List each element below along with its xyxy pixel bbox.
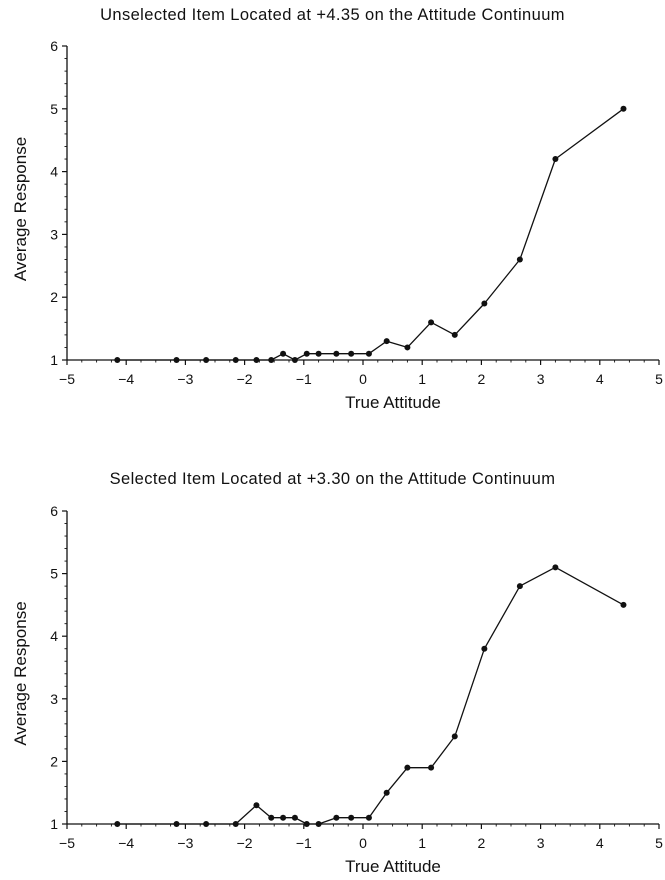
data-point [232, 821, 239, 827]
data-point [451, 733, 458, 740]
data-point [451, 331, 458, 338]
data-point [481, 300, 488, 307]
data-point [268, 357, 275, 363]
x-tick-label: 4 [596, 835, 604, 851]
data-point [315, 350, 322, 357]
x-tick-label: −3 [177, 835, 193, 851]
data-point [348, 350, 355, 357]
data-point [253, 357, 260, 363]
data-point [253, 802, 260, 809]
y-axis-label: Average Response [11, 601, 30, 745]
data-point [232, 357, 239, 363]
data-point [383, 789, 390, 796]
x-tick-label: −2 [237, 835, 253, 851]
y-tick-label: 6 [50, 38, 58, 54]
x-tick-label: −4 [118, 371, 134, 387]
data-point [303, 350, 310, 357]
y-tick-label: 2 [50, 753, 58, 769]
x-tick-label: −5 [59, 835, 75, 851]
data-point [333, 814, 340, 821]
data-point [203, 357, 210, 363]
data-point [481, 645, 488, 652]
data-point [114, 821, 121, 827]
x-axis-label: True Attitude [345, 857, 441, 876]
y-tick-label: 6 [50, 503, 58, 519]
x-tick-label: 3 [537, 371, 545, 387]
y-tick-label: 5 [50, 101, 58, 117]
x-tick-label: 1 [418, 371, 426, 387]
x-tick-label: 2 [478, 371, 486, 387]
data-point [280, 350, 287, 357]
x-tick-label: −1 [296, 371, 312, 387]
y-tick-label: 4 [50, 628, 58, 644]
data-point [303, 821, 310, 827]
data-point [516, 256, 523, 263]
x-tick-label: 4 [596, 371, 604, 387]
data-point [428, 764, 435, 771]
x-tick-label: 2 [478, 835, 486, 851]
y-tick-label: 3 [50, 226, 58, 242]
x-tick-label: −5 [59, 371, 75, 387]
x-tick-label: −4 [118, 835, 134, 851]
data-point [404, 764, 411, 771]
data-point [268, 814, 275, 821]
data-point [348, 814, 355, 821]
data-point [620, 105, 627, 112]
x-tick-label: 5 [655, 371, 663, 387]
x-tick-label: −2 [237, 371, 253, 387]
data-point [173, 357, 180, 363]
y-tick-label: 5 [50, 566, 58, 582]
y-tick-label: 4 [50, 164, 58, 180]
x-tick-label: −3 [177, 371, 193, 387]
data-point [552, 156, 559, 163]
series-line [117, 566, 624, 825]
x-tick-label: 0 [359, 371, 367, 387]
x-tick-label: 3 [537, 835, 545, 851]
data-point [552, 564, 559, 571]
data-point [333, 350, 340, 357]
y-tick-label: 2 [50, 289, 58, 305]
data-point [114, 357, 121, 363]
y-tick-label: 1 [50, 816, 58, 832]
data-point [315, 821, 322, 827]
x-tick-label: −1 [296, 835, 312, 851]
line-chart-top: 1 2 3 4 5 6 −5 −4 −3 −2 −1 0 1 2 3 4 5 True Attitude Avera… [11, 38, 663, 412]
data-point [365, 350, 372, 357]
y-tick-label: 3 [50, 691, 58, 707]
line-chart-bottom: 1 2 3 4 5 6 −5 −4 −3 −2 −1 0 1 2 3 4 5 True Attitude Avera… [11, 503, 663, 876]
data-point [365, 814, 372, 821]
series-line [117, 108, 624, 361]
data-point [280, 814, 287, 821]
chart-title-bottom: Selected Item Located at +3.30 on the At… [109, 470, 556, 488]
x-tick-label: 0 [359, 835, 367, 851]
x-axis-label: True Attitude [345, 393, 441, 412]
data-point [203, 821, 210, 827]
y-tick-label: 1 [50, 352, 58, 368]
data-point [173, 821, 180, 827]
data-point [428, 319, 435, 326]
data-point [620, 601, 627, 608]
x-tick-label: 5 [655, 835, 663, 851]
data-point [291, 814, 298, 821]
data-point [291, 357, 298, 363]
chart-title-top: Unselected Item Located at +4.35 on the … [100, 6, 565, 24]
y-axis-label: Average Response [11, 137, 30, 281]
x-tick-label: 1 [418, 835, 426, 851]
data-point [516, 583, 523, 590]
data-point [404, 344, 411, 351]
data-point [383, 338, 390, 345]
